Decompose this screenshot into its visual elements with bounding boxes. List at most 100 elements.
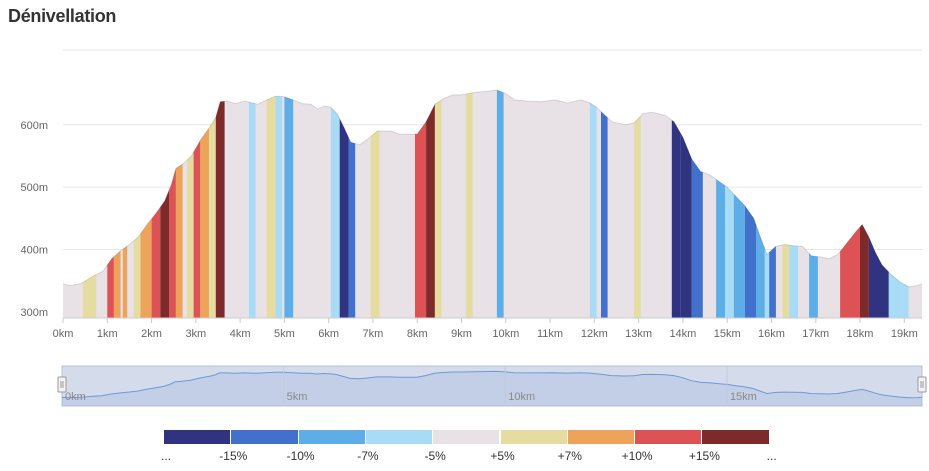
legend-label: -7% [357,449,379,463]
legend-swatch [231,430,298,444]
legend-label: -5% [424,449,446,463]
x-axis-ticks: 0km 1km 2km 3km 4km 5km 6km 7km 8km 9km 10km 11km 12… [53,317,922,340]
navigator-tick-label: 5km [287,391,308,403]
grade-segment [671,120,681,318]
grade-segment [339,118,349,318]
grade-segment [733,194,745,318]
grade-segment [764,248,770,318]
legend-label: +5% [490,449,515,463]
legend-label: -15% [219,449,248,463]
grade-segment [680,133,692,318]
range-navigator[interactable]: 0km 5km 10km 15km [57,365,927,407]
grade-segment [113,250,121,318]
grade-segment [902,283,909,318]
grade-segment [187,152,194,318]
grade-segment [496,89,504,319]
legend-swatch [365,430,433,444]
grade-segment [716,179,725,318]
navigator-tick-label: 0km [65,391,86,403]
x-tick-label: 6km [318,328,339,340]
x-tick-label: 4km [230,328,251,340]
x-tick-label: 14km [669,328,696,340]
grade-segment [284,96,294,318]
x-tick-label: 13km [625,328,652,340]
grade-segment [133,233,141,318]
legend-label: -10% [286,449,315,463]
x-tick-label: 2km [141,328,162,340]
x-tick-label: 17km [802,328,829,340]
x-tick-label: 8km [407,328,428,340]
grade-segment [107,256,114,318]
grade-segment [275,96,283,318]
grade-segment [888,272,903,318]
grade-segment [744,205,756,318]
y-tick-label: 400m [20,244,48,256]
navigator-tick-label: 15km [730,391,757,403]
grade-segment [860,224,869,318]
grade-segment [589,103,597,318]
grade-segment [434,100,442,318]
grade-segment [809,253,818,318]
grade-segment [160,189,170,318]
grade-segment [601,111,608,318]
x-tick-label: 16km [758,328,785,340]
grade-segment [782,244,790,318]
grade-segment [330,107,340,318]
legend-label: +10% [621,449,653,463]
grade-segment [169,168,176,318]
navigator-area [62,371,922,406]
x-tick-label: 10km [492,328,519,340]
y-axis-ticks: 300m 400m 500m 600m [20,120,48,319]
grade-segment [868,237,889,318]
legend-swatch [164,430,231,444]
grade-segment [348,137,356,318]
grade-segment [266,96,276,318]
grade-segment [634,115,641,319]
grade-segment [209,117,216,318]
legend-swatch [567,430,635,444]
grade-segment [370,131,380,318]
navigator-series [61,370,923,399]
y-tick-label: 500m [20,182,48,194]
grade-segment [215,101,225,318]
legend-label: +7% [557,449,582,463]
grade-segment [789,245,798,318]
navigator-mask [61,365,923,407]
grade-segment [151,207,161,318]
navigator-left-handle[interactable] [57,376,67,393]
grade-segment [415,121,427,318]
y-tick-label: 600m [20,120,48,132]
elevation-profile [62,89,923,319]
legend-swatch [500,430,567,444]
chart-title: Dénivellation [8,6,117,26]
y-tick-label: 300m [20,307,48,319]
grade-segment [725,185,734,318]
x-tick-label: 18km [847,328,874,340]
x-tick-label: 19km [891,328,918,340]
x-tick-label: 3km [185,328,206,340]
grade-segment [691,159,703,318]
grade-segment [193,140,201,318]
grade-segment [175,164,183,318]
grade-segment [769,246,776,318]
grade-segment [756,224,765,318]
legend-swatch [298,430,365,444]
grade-segment [140,218,152,318]
navigator-right-handle[interactable] [917,376,927,393]
legend-swatch [702,430,769,444]
x-tick-label: 1km [97,328,118,340]
grade-segment [122,246,128,318]
navigator-tick-label: 10km [508,391,535,403]
grade-segment [249,102,256,318]
x-tick-label: 15km [714,328,741,340]
legend-label: +15% [688,449,720,463]
x-tick-label: 5km [274,328,295,340]
grade-segment [200,127,210,319]
x-tick-label: 7km [363,328,384,340]
legend-swatch [433,430,500,444]
grade-segment [426,104,435,318]
x-tick-label: 12km [581,328,608,340]
grade-segment [82,274,97,318]
grade-segments [82,89,909,319]
